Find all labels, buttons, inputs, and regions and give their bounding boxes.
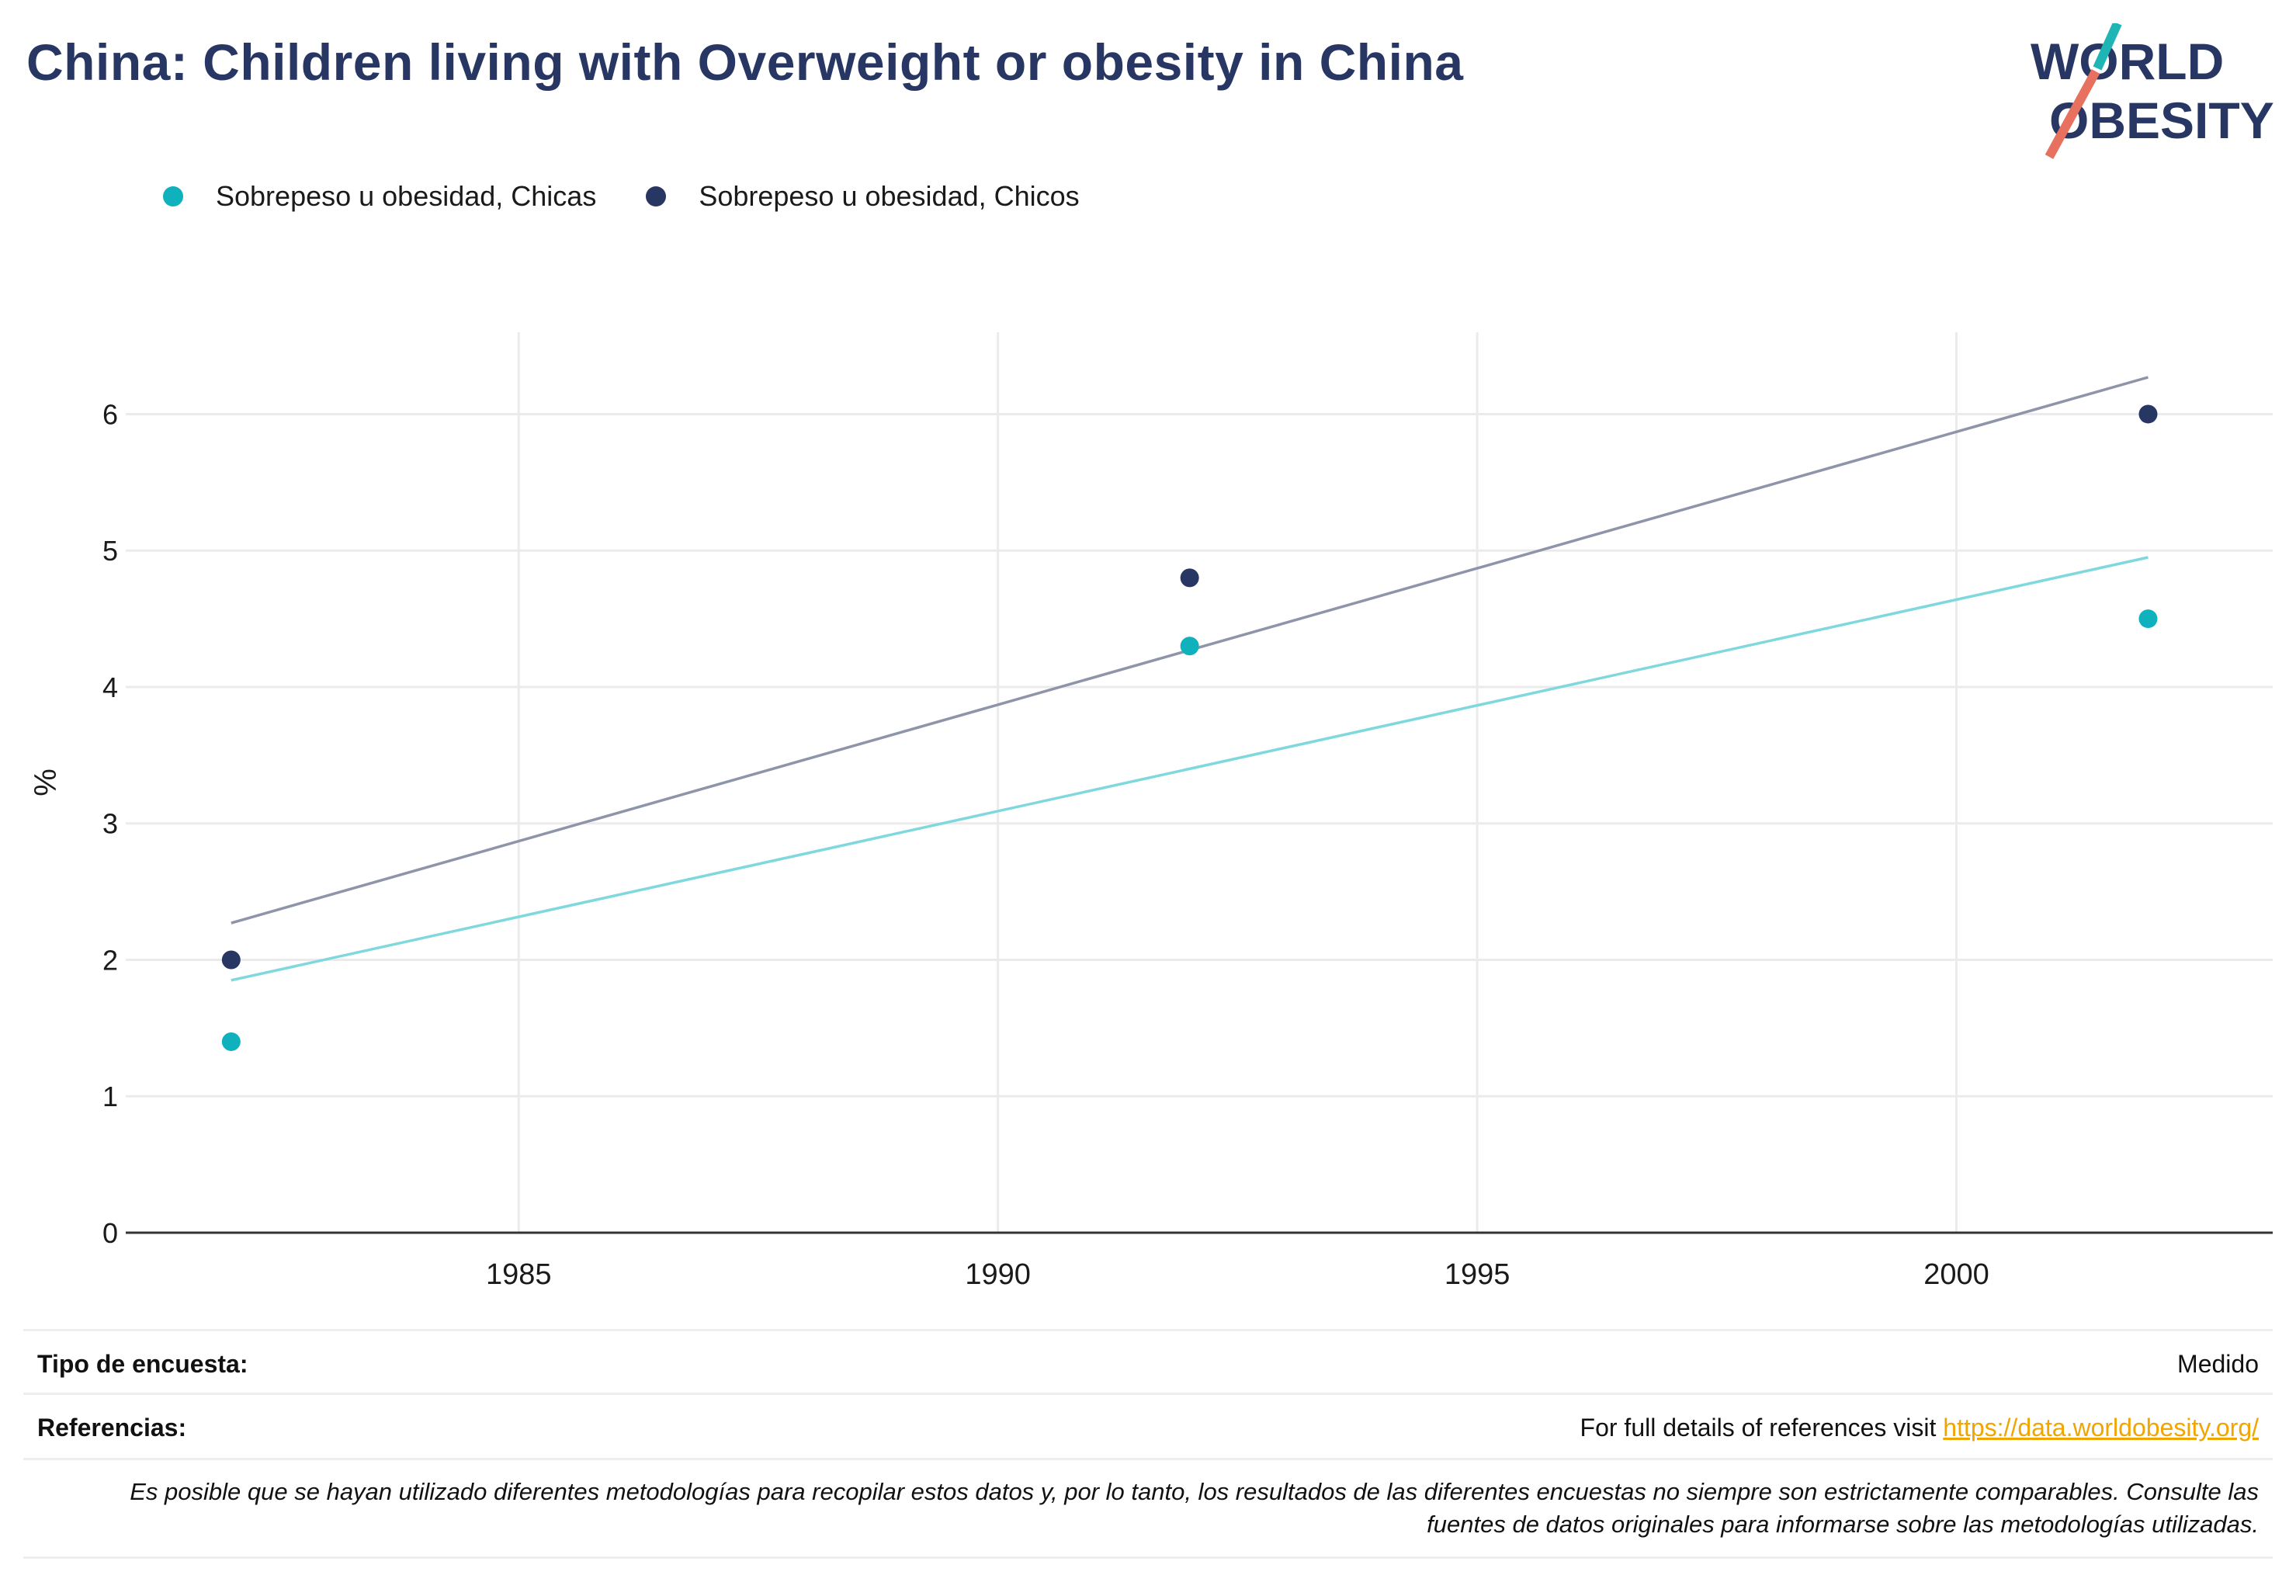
references-row: Referencias: For full details of referen… <box>23 1393 2273 1460</box>
references-link[interactable]: https://data.worldobesity.org/ <box>1943 1414 2259 1442</box>
x-tick-label: 1985 <box>486 1258 552 1291</box>
data-point-series-0 <box>221 1032 241 1051</box>
y-tick-label: 6 <box>102 398 118 430</box>
references-value: For full details of references visit htt… <box>1580 1414 2259 1442</box>
x-tick-label: 2000 <box>1923 1258 1989 1291</box>
scatter-chart: 0 1 2 3 4 5 6 1985 1990 1995 2000% <box>29 332 2273 1291</box>
y-tick-label: 4 <box>102 671 118 703</box>
chart-legend: Sobrepeso u obesidad, Chicas Sobrepeso u… <box>163 177 1129 216</box>
legend-label-chicos: Sobrepeso u obesidad, Chicos <box>699 180 1080 212</box>
page-title: China: Children living with Overweight o… <box>26 33 1464 91</box>
legend-label-chicas: Sobrepeso u obesidad, Chicas <box>216 180 597 212</box>
world-obesity-logo: WORLD OBESITY <box>2031 23 2274 159</box>
data-point-series-1 <box>2138 404 2158 424</box>
y-tick-label: 5 <box>102 535 118 567</box>
x-tick-label: 1990 <box>965 1258 1031 1291</box>
y-axis-title: % <box>29 769 63 796</box>
survey-type-label: Tipo de encuesta: <box>37 1350 248 1378</box>
legend-item-chicas[interactable]: Sobrepeso u obesidad, Chicas <box>163 180 596 213</box>
survey-type-value: Medido <box>2177 1350 2259 1378</box>
svg-text:OBESITY: OBESITY <box>2049 92 2274 149</box>
y-tick-label: 1 <box>102 1081 118 1112</box>
legend-marker-chicos <box>646 186 667 206</box>
data-point-series-0 <box>2138 609 2158 629</box>
x-tick-label: 1995 <box>1445 1258 1510 1291</box>
methodology-note-row: Es posible que se hayan utilizado difere… <box>23 1458 2273 1559</box>
methodology-note: Es posible que se hayan utilizado difere… <box>130 1478 2259 1538</box>
svg-text:WORLD: WORLD <box>2031 33 2224 90</box>
data-point-series-1 <box>221 950 241 970</box>
references-label: Referencias: <box>37 1414 187 1442</box>
legend-item-chicos[interactable]: Sobrepeso u obesidad, Chicos <box>646 180 1080 213</box>
data-point-series-1 <box>1180 568 1199 588</box>
y-tick-label: 0 <box>102 1217 118 1249</box>
references-text: For full details of references visit <box>1580 1414 1944 1442</box>
survey-type-row: Tipo de encuesta: Medido <box>23 1329 2273 1395</box>
legend-marker-chicas <box>163 186 183 206</box>
y-tick-label: 3 <box>102 808 118 840</box>
data-point-series-0 <box>1180 637 1199 656</box>
y-tick-label: 2 <box>102 944 118 976</box>
trend-line-series-0 <box>231 556 2149 982</box>
